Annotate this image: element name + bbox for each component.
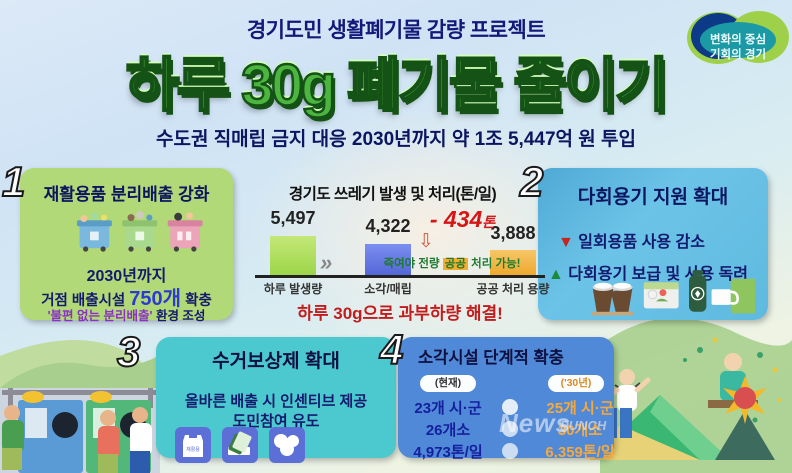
svg-text:재활용: 재활용 — [186, 446, 200, 453]
